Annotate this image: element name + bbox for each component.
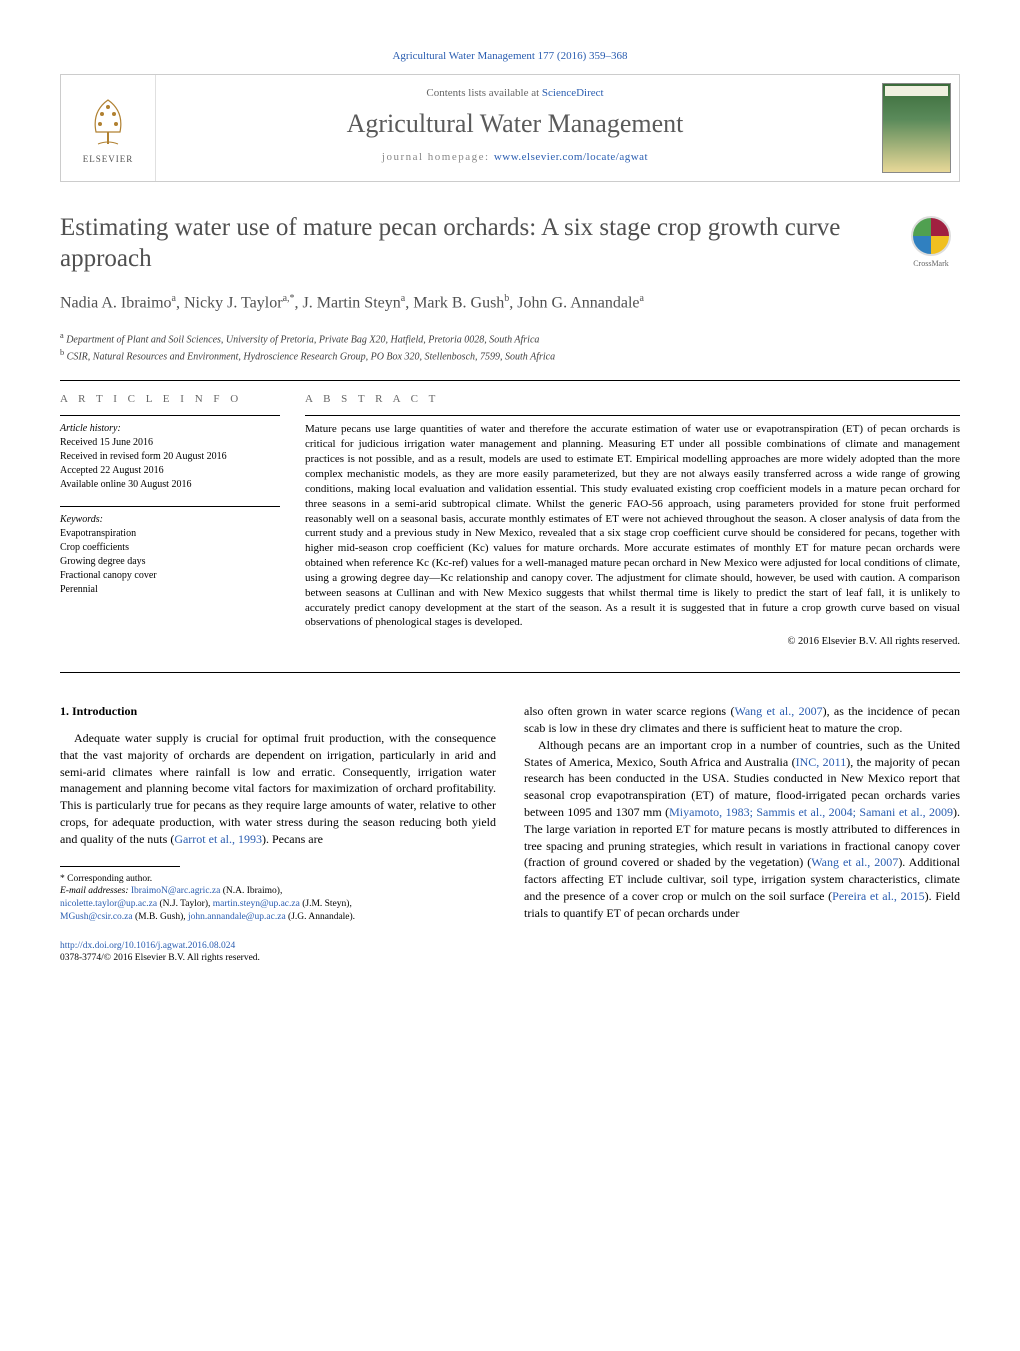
affiliations: a Department of Plant and Soil Sciences,…: [60, 330, 960, 365]
keywords-label: Keywords:: [60, 513, 280, 527]
affiliation-b-text: CSIR, Natural Resources and Environment,…: [67, 351, 555, 362]
body-paragraph: Adequate water supply is crucial for opt…: [60, 730, 496, 848]
contents-line: Contents lists available at ScienceDirec…: [166, 87, 864, 99]
keyword: Evapotranspiration: [60, 527, 280, 541]
history-item: Received 15 June 2016: [60, 436, 280, 450]
email-addresses: E-mail addresses: IbraimoN@arc.agric.za …: [60, 885, 496, 923]
email-link[interactable]: IbraimoN@arc.agric.za: [131, 886, 220, 896]
citation-link[interactable]: INC, 2011: [796, 755, 847, 769]
homepage-prefix: journal homepage:: [382, 151, 494, 163]
footnotes: * Corresponding author. E-mail addresses…: [60, 873, 496, 924]
citation-link[interactable]: Wang et al., 2007: [811, 855, 898, 869]
history-item: Received in revised form 20 August 2016: [60, 450, 280, 464]
corresponding-author: * Corresponding author.: [60, 873, 496, 886]
elsevier-logo[interactable]: ELSEVIER: [61, 75, 156, 181]
elsevier-tree-icon: [78, 92, 138, 152]
doi-link[interactable]: http://dx.doi.org/10.1016/j.agwat.2016.0…: [60, 940, 496, 952]
paragraph-text: Adequate water supply is crucial for opt…: [60, 731, 496, 846]
elsevier-label: ELSEVIER: [83, 154, 134, 164]
paragraph-text: ). Pecans are: [262, 832, 323, 846]
column-right: also often grown in water scarce regions…: [524, 703, 960, 964]
citation-link[interactable]: Wang et al., 2007: [734, 704, 822, 718]
affiliation-a: a Department of Plant and Soil Sciences,…: [60, 330, 960, 347]
crossmark-badge[interactable]: CrossMark: [902, 216, 960, 274]
issn-line: 0378-3774/© 2016 Elsevier B.V. All right…: [60, 952, 496, 964]
footnote-separator: [60, 866, 180, 867]
abstract-divider: [305, 415, 960, 416]
citation-link[interactable]: Garrot et al., 1993: [174, 832, 262, 846]
body-columns: 1. Introduction Adequate water supply is…: [60, 703, 960, 964]
citation-link[interactable]: Agricultural Water Management 177 (2016)…: [392, 50, 627, 62]
homepage-link[interactable]: www.elsevier.com/locate/agwat: [494, 151, 648, 163]
keyword: Perennial: [60, 583, 280, 597]
info-abstract-row: A R T I C L E I N F O Article history: R…: [60, 393, 960, 647]
article-info: A R T I C L E I N F O Article history: R…: [60, 393, 280, 647]
article-info-heading: A R T I C L E I N F O: [60, 393, 280, 405]
page: Agricultural Water Management 177 (2016)…: [0, 0, 1020, 1005]
email-link[interactable]: john.annandale@up.ac.za: [188, 912, 286, 922]
intro-heading: 1. Introduction: [60, 703, 496, 720]
history-item: Available online 30 August 2016: [60, 478, 280, 492]
doi-block: http://dx.doi.org/10.1016/j.agwat.2016.0…: [60, 940, 496, 965]
email-name: (J.M. Steyn),: [302, 899, 352, 909]
citation-link[interactable]: Miyamoto, 1983; Sammis et al., 2004; Sam…: [669, 805, 953, 819]
keyword: Growing degree days: [60, 555, 280, 569]
keywords-block: Keywords: Evapotranspiration Crop coeffi…: [60, 513, 280, 597]
email-link[interactable]: MGush@csir.co.za: [60, 912, 133, 922]
keyword: Crop coefficients: [60, 541, 280, 555]
info-divider: [60, 415, 280, 416]
top-citation: Agricultural Water Management 177 (2016)…: [60, 50, 960, 62]
affiliation-a-text: Department of Plant and Soil Sciences, U…: [66, 334, 539, 345]
history-label: Article history:: [60, 422, 280, 436]
body-paragraph: Although pecans are an important crop in…: [524, 737, 960, 922]
authors: Nadia A. Ibraimoa, Nicky J. Taylora,*, J…: [60, 293, 960, 312]
abstract-heading: A B S T R A C T: [305, 393, 960, 405]
email-link[interactable]: martin.steyn@up.ac.za: [213, 899, 300, 909]
email-name: (N.A. Ibraimo),: [223, 886, 283, 896]
crossmark-icon: [911, 216, 951, 256]
abstract-column: A B S T R A C T Mature pecans use large …: [305, 393, 960, 647]
homepage-line: journal homepage: www.elsevier.com/locat…: [166, 151, 864, 163]
email-name: (M.B. Gush),: [135, 912, 186, 922]
title-row: Estimating water use of mature pecan orc…: [60, 212, 960, 275]
info-divider: [60, 506, 280, 507]
abstract-text: Mature pecans use large quantities of wa…: [305, 422, 960, 630]
email-name: (N.J. Taylor),: [159, 899, 210, 909]
journal-header: ELSEVIER Contents lists available at Sci…: [60, 74, 960, 182]
sciencedirect-link[interactable]: ScienceDirect: [542, 87, 604, 99]
journal-cover: [874, 75, 959, 181]
abstract-copyright: © 2016 Elsevier B.V. All rights reserved…: [305, 636, 960, 647]
divider: [60, 380, 960, 381]
citation-link[interactable]: Pereira et al., 2015: [832, 889, 924, 903]
article-title: Estimating water use of mature pecan orc…: [60, 212, 882, 275]
article-history: Article history: Received 15 June 2016 R…: [60, 422, 280, 492]
keyword: Fractional canopy cover: [60, 569, 280, 583]
header-center: Contents lists available at ScienceDirec…: [156, 75, 874, 181]
paragraph-text: also often grown in water scarce regions…: [524, 704, 734, 718]
body-paragraph: also often grown in water scarce regions…: [524, 703, 960, 737]
email-link[interactable]: nicolette.taylor@up.ac.za: [60, 899, 157, 909]
crossmark-label: CrossMark: [913, 259, 949, 268]
divider: [60, 672, 960, 673]
history-item: Accepted 22 August 2016: [60, 464, 280, 478]
email-name: (J.G. Annandale).: [288, 912, 355, 922]
cover-thumbnail: [882, 83, 951, 173]
contents-prefix: Contents lists available at: [426, 87, 541, 99]
email-label: E-mail addresses:: [60, 886, 131, 896]
journal-title: Agricultural Water Management: [166, 109, 864, 139]
column-left: 1. Introduction Adequate water supply is…: [60, 703, 496, 964]
affiliation-b: b CSIR, Natural Resources and Environmen…: [60, 347, 960, 364]
